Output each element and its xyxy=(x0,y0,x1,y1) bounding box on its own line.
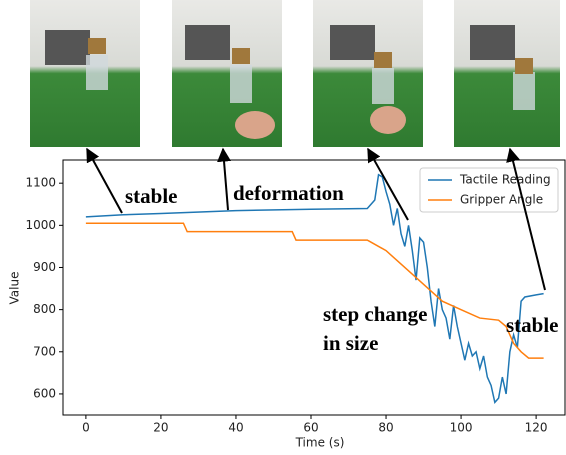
annotation: step change xyxy=(323,302,427,326)
arrows xyxy=(86,147,546,291)
x-tick-label: 60 xyxy=(303,421,318,435)
y-tick-label: 1100 xyxy=(25,176,56,190)
x-tick-label: 120 xyxy=(525,421,548,435)
y-tick-label: 600 xyxy=(33,386,56,400)
photo xyxy=(454,0,560,147)
arrow xyxy=(217,147,232,211)
y-tick-label: 900 xyxy=(33,260,56,274)
annotation: stable xyxy=(125,184,178,208)
photo xyxy=(313,0,423,147)
x-tick-label: 20 xyxy=(153,421,168,435)
photo-row xyxy=(30,0,560,147)
plot-frame xyxy=(62,159,566,416)
y-axis-label: Value xyxy=(8,272,22,305)
arrow xyxy=(367,147,409,221)
x-tick-label: 0 xyxy=(82,421,90,435)
line xyxy=(85,222,544,359)
legend-label: Tactile Reading xyxy=(459,173,551,187)
legend-label: Gripper Angle xyxy=(460,193,543,207)
x-axis-label: Time (s) xyxy=(295,436,345,450)
plot: 0 20 40 60 80 100 120 600 700 800 900 1000 1100 Tacti… xyxy=(25,167,559,435)
arrow xyxy=(86,147,123,214)
x-tick-label: 80 xyxy=(378,421,393,435)
y-tick-label: 700 xyxy=(33,344,56,358)
arrow xyxy=(506,147,546,291)
annotation: in size xyxy=(323,331,378,355)
x-tick-label: 40 xyxy=(228,421,243,435)
y-tick-label: 800 xyxy=(33,302,56,316)
photo xyxy=(30,0,140,147)
annotation: deformation xyxy=(233,181,344,205)
x-tick-label: 100 xyxy=(450,421,473,435)
y-tick-label: 1000 xyxy=(25,218,56,232)
photo xyxy=(172,0,282,147)
annotation: stable xyxy=(506,313,559,337)
line xyxy=(85,173,544,404)
